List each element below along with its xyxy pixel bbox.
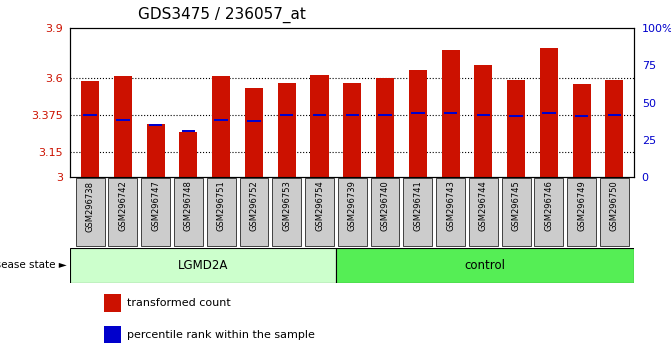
Bar (114, 76, 132, 177)
Bar (540, 48, 558, 177)
Text: GSM296754: GSM296754 (315, 181, 324, 231)
Bar (600, 178, 629, 246)
Bar (272, 178, 301, 246)
Text: GSM296739: GSM296739 (348, 181, 357, 232)
Bar (215, 119, 228, 121)
Bar (247, 120, 261, 122)
Bar (311, 75, 329, 177)
Text: percentile rank within the sample: percentile rank within the sample (127, 330, 315, 339)
Bar (444, 113, 458, 114)
Bar (305, 178, 334, 246)
Bar (378, 114, 392, 116)
Bar (469, 178, 498, 246)
Bar (502, 178, 531, 246)
Bar (474, 65, 493, 177)
Bar (278, 83, 296, 177)
Bar (141, 178, 170, 246)
Text: GSM296752: GSM296752 (250, 181, 258, 231)
Text: GSM296745: GSM296745 (511, 181, 521, 231)
Bar (507, 80, 525, 177)
Bar (403, 178, 432, 246)
Bar (116, 119, 130, 121)
Text: GSM296750: GSM296750 (610, 181, 619, 231)
Text: GSM296742: GSM296742 (118, 181, 127, 231)
Bar (476, 114, 490, 116)
Text: LGMD2A: LGMD2A (178, 259, 228, 272)
Bar (207, 178, 236, 246)
Bar (442, 50, 460, 177)
Bar (149, 124, 162, 126)
Bar (147, 124, 164, 177)
Bar (81, 81, 99, 177)
Bar (344, 83, 361, 177)
Bar (182, 130, 195, 132)
Text: transformed count: transformed count (127, 298, 231, 308)
Bar (212, 76, 230, 177)
Text: disease state ►: disease state ► (0, 261, 67, 270)
Text: GSM296753: GSM296753 (282, 181, 291, 232)
Text: GSM296744: GSM296744 (479, 181, 488, 231)
Text: GSM296751: GSM296751 (217, 181, 225, 231)
Bar (605, 80, 623, 177)
Bar (509, 115, 523, 117)
Bar (179, 132, 197, 177)
Bar (409, 70, 427, 177)
Bar (104, 326, 121, 343)
Bar (535, 178, 564, 246)
Text: GSM296746: GSM296746 (544, 181, 554, 232)
Text: GSM296741: GSM296741 (413, 181, 422, 231)
Bar (567, 178, 596, 246)
Text: GSM296740: GSM296740 (380, 181, 390, 231)
Bar (346, 114, 359, 116)
Bar (313, 114, 326, 116)
Bar (370, 178, 399, 246)
Text: GSM296749: GSM296749 (577, 181, 586, 231)
Text: GDS3475 / 236057_at: GDS3475 / 236057_at (138, 7, 305, 23)
Bar (572, 85, 590, 177)
Bar (338, 178, 366, 246)
Bar (104, 294, 121, 312)
Bar (575, 115, 588, 117)
Bar (411, 113, 425, 114)
Bar (109, 178, 138, 246)
Bar (240, 178, 268, 246)
Text: GSM296738: GSM296738 (86, 181, 95, 232)
Text: GSM296748: GSM296748 (184, 181, 193, 232)
Bar (76, 178, 105, 246)
Bar (280, 114, 293, 116)
Bar (70, 248, 336, 283)
Bar (245, 88, 263, 177)
Text: GSM296743: GSM296743 (446, 181, 455, 232)
Bar (336, 248, 634, 283)
Text: control: control (464, 259, 505, 272)
Bar (542, 113, 556, 114)
Bar (174, 178, 203, 246)
Bar (83, 114, 97, 116)
Bar (436, 178, 465, 246)
Text: GSM296747: GSM296747 (151, 181, 160, 232)
Bar (608, 114, 621, 116)
Bar (376, 78, 394, 177)
